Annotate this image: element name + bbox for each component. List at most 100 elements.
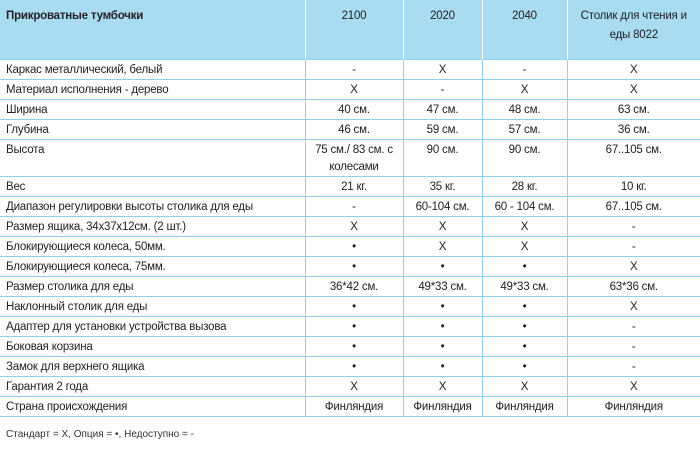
cell: X [403, 376, 483, 397]
cell: • [305, 236, 404, 257]
table-row: Каркас металлический, белый - X - X [0, 59, 700, 80]
cell: - [403, 79, 483, 100]
cell: Финляндия [403, 396, 483, 417]
cell: 63 см. [567, 99, 700, 120]
table-row: Диапазон регулировки высоты столика для … [0, 196, 700, 217]
cell: 90 см. [403, 139, 483, 177]
cell: 10 кг. [567, 176, 700, 197]
cell: • [482, 356, 568, 377]
cell: X [305, 79, 404, 100]
cell: X [403, 216, 483, 237]
table-row: Высота 75 см./ 83 см. с колесами 90 см. 90 … [0, 139, 700, 177]
row-label: Высота [0, 139, 306, 177]
cell: • [305, 316, 404, 337]
cell: - [482, 59, 568, 80]
cell: X [567, 376, 700, 397]
cell: X [482, 79, 568, 100]
cell: - [567, 356, 700, 377]
table-row: Адаптер для установки устройства вызова •… [0, 316, 700, 337]
cell: 67..105 см. [567, 196, 700, 217]
cell: 59 см. [403, 119, 483, 140]
cell: X [567, 256, 700, 277]
cell: X [482, 216, 568, 237]
cell: • [305, 356, 404, 377]
cell: - [567, 316, 700, 337]
row-label: Страна происхождения [0, 396, 306, 417]
header-cell: 2100 [305, 0, 404, 60]
cell: X [482, 236, 568, 257]
spec-table: Прикроватные тумбочки 2100 2020 2040 Столик … [0, 0, 700, 417]
cell: 36*42 см. [305, 276, 404, 297]
row-label: Гарантия 2 года [0, 376, 306, 397]
cell: 60-104 см. [403, 196, 483, 217]
cell: 63*36 см. [567, 276, 700, 297]
table-row: Глубина 46 см. 59 см. 57 см. 36 см. [0, 119, 700, 140]
table-row: Блокирующиеся колеса, 50мм. • X X - [0, 236, 700, 257]
cell: - [305, 196, 404, 217]
cell: • [403, 316, 483, 337]
row-label: Глубина [0, 119, 306, 140]
row-label: Размер столика для еды [0, 276, 306, 297]
row-label: Размер ящика, 34x37x12см. (2 шт.) [0, 216, 306, 237]
cell: Финляндия [305, 396, 404, 417]
table-row: Материал исполнения - дерево X - X X [0, 79, 700, 100]
table-row: Наклонный столик для еды • • • X [0, 296, 700, 317]
row-label: Адаптер для установки устройства вызова [0, 316, 306, 337]
row-label: Вес [0, 176, 306, 197]
cell: • [403, 356, 483, 377]
cell: X [567, 296, 700, 317]
cell: X [482, 376, 568, 397]
row-label: Наклонный столик для еды [0, 296, 306, 317]
cell: • [482, 336, 568, 357]
cell: 36 см. [567, 119, 700, 140]
header-cell: Столик для чтения и еды 8022 [567, 0, 700, 60]
cell: - [305, 59, 404, 80]
cell: 49*33 см. [482, 276, 568, 297]
cell: • [482, 296, 568, 317]
cell: - [567, 336, 700, 357]
cell: Финляндия [567, 396, 700, 417]
header-cell: 2040 [482, 0, 568, 60]
cell: X [567, 59, 700, 80]
cell: 48 см. [482, 99, 568, 120]
cell: X [305, 376, 404, 397]
table-row: Размер ящика, 34x37x12см. (2 шт.) X X X - [0, 216, 700, 237]
table-row: Ширина 40 см. 47 см. 48 см. 63 см. [0, 99, 700, 120]
cell: 28 кг. [482, 176, 568, 197]
row-label: Каркас металлический, белый [0, 59, 306, 80]
cell: 47 см. [403, 99, 483, 120]
cell: 67..105 см. [567, 139, 700, 177]
header-row: Прикроватные тумбочки 2100 2020 2040 Столик … [0, 0, 700, 60]
cell: • [305, 256, 404, 277]
row-label: Ширина [0, 99, 306, 120]
table-row: Блокирующиеся колеса, 75мм. • • • X [0, 256, 700, 277]
cell: • [305, 336, 404, 357]
row-label: Блокирующиеся колеса, 50мм. [0, 236, 306, 257]
cell: - [567, 216, 700, 237]
table-row: Вес 21 кг. 35 кг. 28 кг. 10 кг. [0, 176, 700, 197]
cell: Финляндия [482, 396, 568, 417]
legend-note: Стандарт = X, Опция = •, Недоступно = - [6, 429, 194, 440]
table-row: Замок для верхнего ящика • • • - [0, 356, 700, 377]
cell: 60 - 104 см. [482, 196, 568, 217]
cell: • [403, 336, 483, 357]
cell: 49*33 см. [403, 276, 483, 297]
cell: • [403, 296, 483, 317]
cell: X [403, 59, 483, 80]
cell: 57 см. [482, 119, 568, 140]
cell: 21 кг. [305, 176, 404, 197]
cell: • [482, 256, 568, 277]
table-row: Страна происхождения Финляндия Финляндия Фи… [0, 396, 700, 417]
header-cell: 2020 [403, 0, 483, 60]
cell: • [482, 316, 568, 337]
cell: • [403, 256, 483, 277]
cell: 90 см. [482, 139, 568, 177]
table-body: Каркас металлический, белый - X - X Материал … [0, 59, 700, 417]
cell: X [567, 79, 700, 100]
table-row: Размер столика для еды 36*42 см. 49*33 см.… [0, 276, 700, 297]
row-label: Диапазон регулировки высоты столика для … [0, 196, 306, 217]
cell: 35 кг. [403, 176, 483, 197]
cell: 40 см. [305, 99, 404, 120]
table-row: Боковая корзина • • • - [0, 336, 700, 357]
